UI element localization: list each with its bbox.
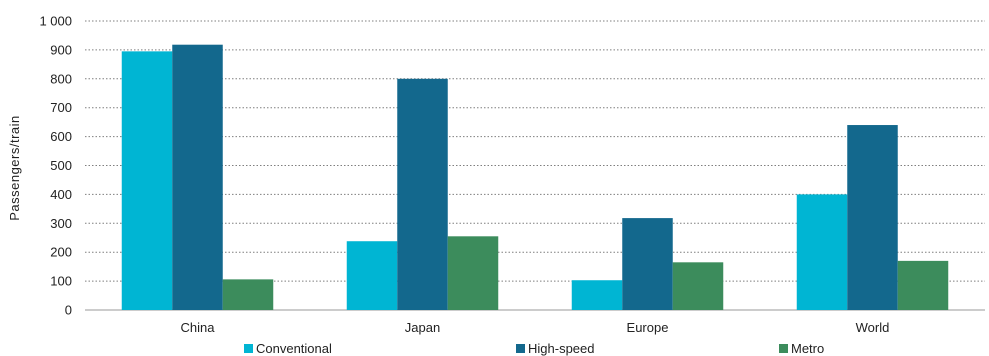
legend-swatch	[244, 344, 253, 353]
bar-metro-japan	[447, 236, 499, 310]
x-category-label: China	[181, 320, 216, 335]
legend-label: Metro	[791, 341, 824, 356]
bars	[121, 44, 949, 310]
bar-high-speed-europe	[622, 218, 673, 310]
x-category-label: Europe	[627, 320, 669, 335]
y-tick-label: 1 000	[39, 14, 72, 29]
bar-conventional-world	[796, 194, 848, 310]
y-axis-ticks: 0 100 200 300 400 500 600 700 800 900 1 000	[39, 14, 72, 318]
legend: Conventional High-speed Metro	[244, 341, 824, 356]
y-tick-label: 0	[65, 303, 72, 318]
bar-high-speed-japan	[397, 78, 448, 310]
bar-conventional-china	[121, 51, 173, 310]
x-category-label: Japan	[405, 320, 440, 335]
y-tick-label: 800	[50, 71, 72, 86]
y-tick-label: 900	[50, 42, 72, 57]
legend-swatch	[516, 344, 525, 353]
legend-label: High-speed	[528, 341, 595, 356]
y-tick-label: 200	[50, 245, 72, 260]
bar-conventional-europe	[571, 280, 623, 310]
x-category-label: World	[856, 320, 890, 335]
y-tick-label: 100	[50, 274, 72, 289]
y-tick-label: 600	[50, 129, 72, 144]
bar-high-speed-china	[172, 44, 223, 310]
bar-metro-china	[222, 279, 274, 310]
legend-swatch	[779, 344, 788, 353]
y-tick-label: 500	[50, 158, 72, 173]
bar-high-speed-world	[847, 125, 898, 310]
x-axis-categories: China Japan Europe World	[181, 320, 890, 335]
bar-conventional-japan	[346, 241, 398, 310]
y-axis-title: Passengers/train	[7, 115, 22, 221]
y-tick-label: 300	[50, 216, 72, 231]
y-tick-label: 400	[50, 187, 72, 202]
legend-label: Conventional	[256, 341, 332, 356]
bar-metro-europe	[672, 262, 724, 310]
bar-metro-world	[897, 260, 949, 310]
y-tick-label: 700	[50, 100, 72, 115]
